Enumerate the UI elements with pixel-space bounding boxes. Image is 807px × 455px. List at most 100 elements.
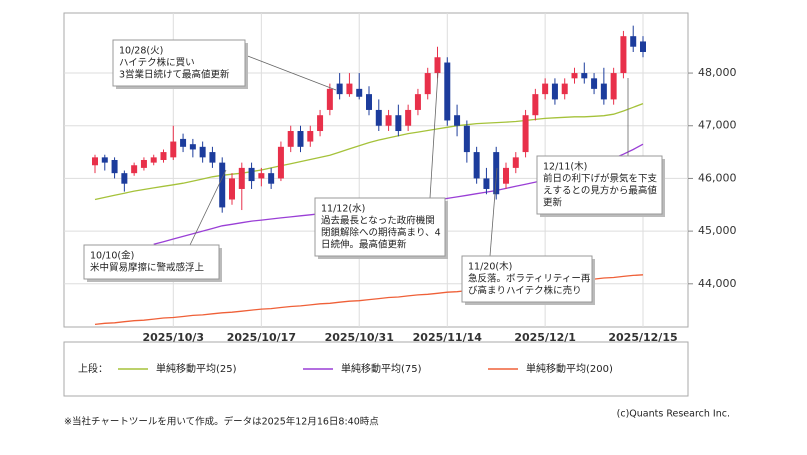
y-tick-label: 44,000 (698, 277, 737, 290)
candle-body (356, 88, 363, 97)
candle-body (385, 115, 392, 126)
candle-body (620, 36, 627, 74)
annotation-text: ハイテク株に買い (119, 57, 195, 69)
candle-body (277, 146, 284, 179)
annotation-text: 閉鎖解除への期待高まり、4 (321, 227, 441, 239)
candle-body (121, 173, 128, 184)
candle-body (219, 162, 226, 208)
candle-body (297, 131, 304, 147)
candle-body (571, 73, 578, 79)
legend-box (63, 341, 689, 397)
annotation-text: 12/11(木) (543, 161, 587, 173)
candle-body (591, 78, 598, 89)
candle-body (532, 94, 539, 116)
annotation-box (461, 255, 593, 303)
candle-body (414, 94, 421, 110)
annotation-text: 3営業日続けて最高値更新 (119, 69, 230, 81)
candle-body (287, 131, 294, 147)
annotation-text: 11/20(木) (468, 261, 512, 273)
x-tick-label: 2025/11/14 (413, 331, 483, 344)
candle-body (170, 141, 177, 158)
candle-body (248, 167, 255, 182)
moving-average-line (94, 102, 644, 201)
annotation-text: 急反落。ボラティリティー再 (468, 273, 591, 285)
annotation-text: 10/10(金) (90, 250, 134, 262)
annotation-text: 更新 (543, 197, 563, 209)
candle-body (238, 167, 245, 189)
candle-body (503, 167, 509, 184)
annotation-text: えするとの見方から最高値 (543, 185, 657, 197)
annotation-box (536, 155, 663, 215)
candle-body (150, 157, 157, 163)
y-tick-label: 45,000 (698, 224, 737, 237)
candle-body (463, 125, 470, 153)
candle-body (542, 83, 549, 95)
candle-body (229, 178, 235, 200)
candle-body (209, 152, 216, 163)
candle-body (610, 73, 617, 100)
x-tick-label: 2025/10/3 (142, 331, 204, 344)
candle-body (444, 62, 451, 121)
candle-body (140, 159, 147, 168)
annotation-leader (489, 167, 498, 257)
candle-body (199, 146, 206, 158)
candle-body (366, 94, 372, 110)
y-tick-label: 47,000 (698, 119, 737, 132)
candle-body (483, 178, 490, 189)
candle-body (473, 152, 480, 179)
y-tick-label: 48,000 (698, 66, 737, 79)
candle-body (307, 131, 314, 142)
candle-body (258, 173, 265, 179)
annotation-leader (189, 169, 227, 246)
candle-body (454, 115, 461, 126)
annotation-text: 日続伸。最高値更新 (321, 239, 407, 251)
legend-label: 単純移動平均(75) (341, 362, 422, 375)
candle-body (268, 173, 275, 184)
annotation-text: 米中貿易摩擦に警戒感浮上 (90, 262, 205, 274)
annotation-box (83, 244, 220, 280)
annotation-text: 10/28(火) (119, 46, 163, 57)
annotation-box (112, 39, 246, 87)
annotation-leader (244, 54, 337, 91)
legend-label: 単純移動平均(200) (526, 362, 613, 375)
candle-body (92, 157, 98, 166)
candle-body (434, 57, 441, 74)
footnote: ※当社チャートツールを用いて作成。データは2025年12月16日8:40時点 (64, 416, 379, 428)
candle-body (189, 144, 196, 150)
candle-body (336, 83, 343, 95)
annotation-text: び高まりハイテク株に売り (468, 285, 582, 297)
x-tick-label: 2025/12/1 (514, 331, 576, 344)
candle-body (561, 83, 568, 95)
annotation-leader (429, 71, 439, 199)
candle-body (180, 138, 187, 147)
candle-body (326, 88, 333, 110)
candle-body (101, 157, 108, 163)
candle-body (317, 115, 324, 132)
candle-body (424, 73, 431, 95)
annotation-text: 前日の利下げが景気を下支 (543, 173, 658, 185)
candle-body (395, 115, 402, 132)
annotation-box (314, 197, 446, 257)
candle-body (131, 165, 138, 174)
y-tick-label: 46,000 (698, 171, 737, 184)
candle-body (551, 83, 558, 100)
candle-body (160, 152, 167, 160)
candle-body (375, 109, 382, 126)
legend-title: 上段： (78, 362, 108, 375)
annotation-text: 過去最長となった政府機関 (321, 215, 435, 227)
legend-label: 単純移動平均(25) (156, 362, 237, 375)
candle-body (581, 73, 588, 79)
candle-body (405, 109, 412, 126)
candle-body (512, 157, 519, 168)
x-tick-label: 2025/10/31 (325, 331, 394, 344)
candle-body (522, 115, 529, 153)
x-tick-label: 2025/10/17 (227, 331, 296, 344)
credit: (c)Quants Research Inc. (617, 409, 730, 420)
x-tick-label: 2025/12/15 (608, 331, 677, 344)
candle-body (630, 36, 637, 47)
candle-body (346, 83, 353, 95)
candle-body (600, 83, 607, 100)
candle-body (640, 41, 646, 52)
candle-body (111, 159, 118, 174)
